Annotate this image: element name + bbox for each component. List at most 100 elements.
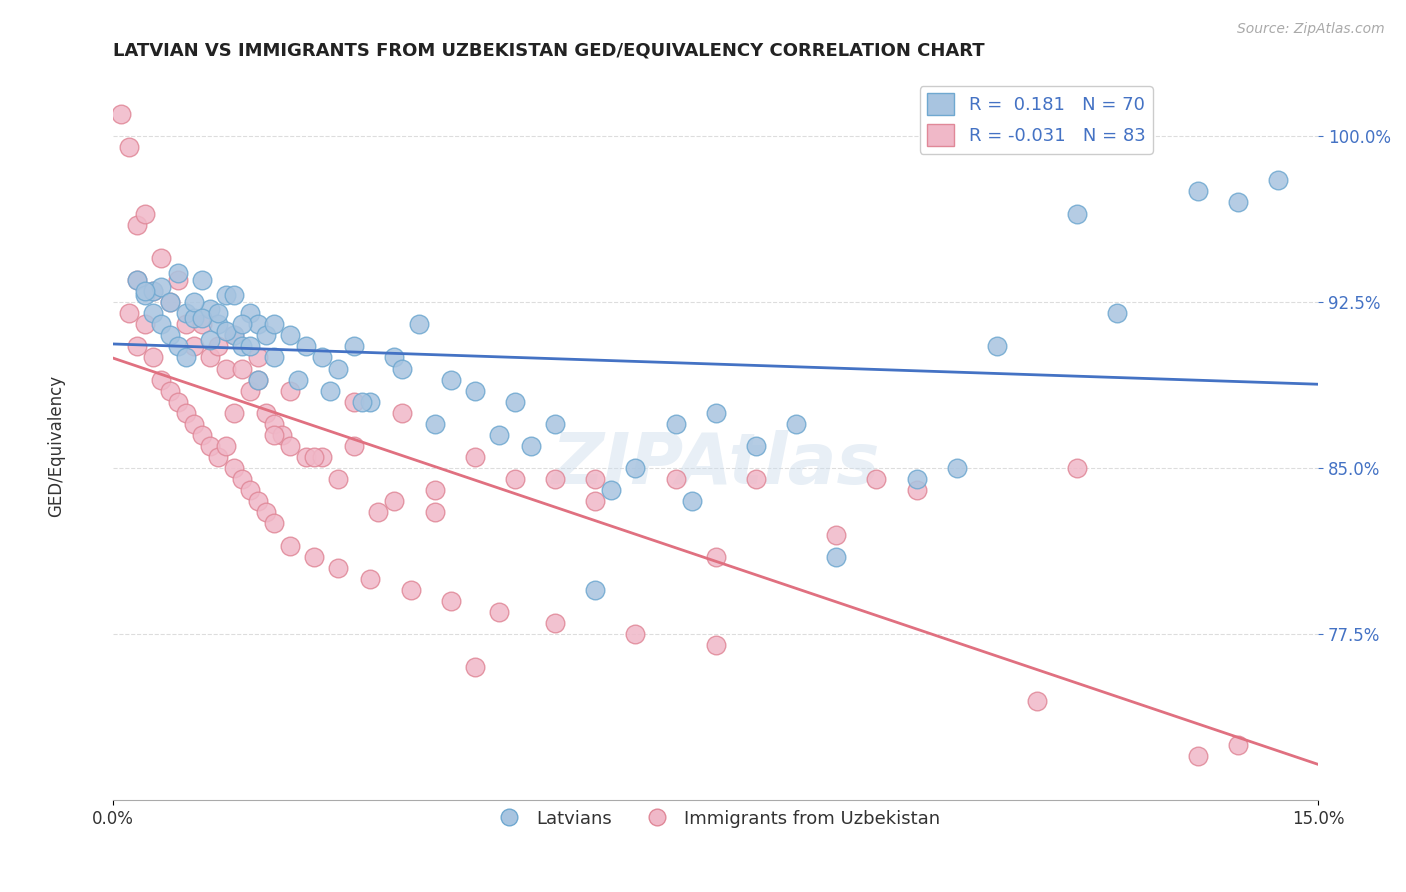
Point bbox=[488, 605, 510, 619]
Point bbox=[1267, 173, 1289, 187]
Point bbox=[215, 361, 238, 376]
Point bbox=[302, 450, 325, 464]
Point bbox=[488, 428, 510, 442]
Point bbox=[391, 406, 413, 420]
Point bbox=[263, 317, 285, 331]
Point bbox=[239, 483, 262, 498]
Point bbox=[359, 394, 381, 409]
Point bbox=[231, 472, 253, 486]
Point bbox=[222, 288, 245, 302]
Legend: Latvians, Immigrants from Uzbekistan: Latvians, Immigrants from Uzbekistan bbox=[484, 803, 948, 835]
Point bbox=[986, 339, 1008, 353]
Point bbox=[544, 616, 567, 631]
Point bbox=[246, 373, 269, 387]
Point bbox=[110, 107, 132, 121]
Point bbox=[183, 295, 205, 310]
Point bbox=[287, 373, 309, 387]
Text: Source: ZipAtlas.com: Source: ZipAtlas.com bbox=[1237, 22, 1385, 37]
Point bbox=[825, 549, 848, 564]
Point bbox=[174, 317, 197, 331]
Point bbox=[399, 582, 422, 597]
Point bbox=[127, 273, 149, 287]
Point bbox=[271, 428, 294, 442]
Point bbox=[142, 284, 165, 298]
Point bbox=[600, 483, 623, 498]
Point bbox=[311, 450, 333, 464]
Point bbox=[198, 351, 221, 365]
Point bbox=[190, 310, 212, 325]
Point bbox=[423, 417, 446, 431]
Point bbox=[1066, 461, 1088, 475]
Point bbox=[159, 295, 181, 310]
Point bbox=[239, 339, 262, 353]
Point bbox=[207, 317, 229, 331]
Point bbox=[367, 505, 389, 519]
Point bbox=[127, 273, 149, 287]
Point bbox=[254, 328, 277, 343]
Point bbox=[745, 472, 768, 486]
Point bbox=[142, 284, 165, 298]
Point bbox=[311, 351, 333, 365]
Point bbox=[423, 505, 446, 519]
Point bbox=[118, 140, 141, 154]
Point bbox=[1226, 738, 1249, 752]
Point bbox=[263, 351, 285, 365]
Point bbox=[295, 339, 318, 353]
Point bbox=[785, 417, 807, 431]
Point bbox=[231, 339, 253, 353]
Point bbox=[134, 284, 156, 298]
Point bbox=[246, 373, 269, 387]
Point bbox=[278, 384, 301, 398]
Point bbox=[503, 394, 526, 409]
Point bbox=[190, 317, 212, 331]
Point bbox=[503, 472, 526, 486]
Point bbox=[215, 324, 238, 338]
Point bbox=[118, 306, 141, 320]
Point bbox=[665, 417, 688, 431]
Point bbox=[391, 361, 413, 376]
Point bbox=[215, 288, 238, 302]
Point bbox=[263, 417, 285, 431]
Point bbox=[190, 273, 212, 287]
Point bbox=[246, 351, 269, 365]
Point bbox=[150, 279, 173, 293]
Point bbox=[263, 516, 285, 531]
Point bbox=[1187, 185, 1209, 199]
Point bbox=[905, 483, 928, 498]
Point bbox=[464, 450, 486, 464]
Point bbox=[865, 472, 887, 486]
Point bbox=[142, 306, 165, 320]
Point bbox=[945, 461, 967, 475]
Point bbox=[166, 273, 188, 287]
Point bbox=[704, 638, 727, 652]
Point bbox=[295, 450, 318, 464]
Point bbox=[207, 306, 229, 320]
Point bbox=[1066, 206, 1088, 220]
Point bbox=[246, 317, 269, 331]
Text: GED/Equivalency: GED/Equivalency bbox=[48, 375, 65, 517]
Point bbox=[127, 218, 149, 232]
Point bbox=[704, 549, 727, 564]
Point bbox=[159, 328, 181, 343]
Point bbox=[384, 494, 406, 508]
Point bbox=[624, 461, 647, 475]
Point bbox=[134, 206, 156, 220]
Point bbox=[328, 361, 350, 376]
Point bbox=[159, 295, 181, 310]
Point bbox=[222, 328, 245, 343]
Point bbox=[231, 317, 253, 331]
Point bbox=[207, 450, 229, 464]
Point bbox=[127, 339, 149, 353]
Point bbox=[583, 582, 606, 597]
Point bbox=[520, 439, 543, 453]
Point bbox=[1226, 195, 1249, 210]
Point bbox=[183, 310, 205, 325]
Point bbox=[359, 572, 381, 586]
Point bbox=[166, 266, 188, 280]
Point bbox=[681, 494, 703, 508]
Point bbox=[174, 306, 197, 320]
Point bbox=[905, 472, 928, 486]
Point bbox=[198, 333, 221, 347]
Point bbox=[319, 384, 342, 398]
Point bbox=[231, 361, 253, 376]
